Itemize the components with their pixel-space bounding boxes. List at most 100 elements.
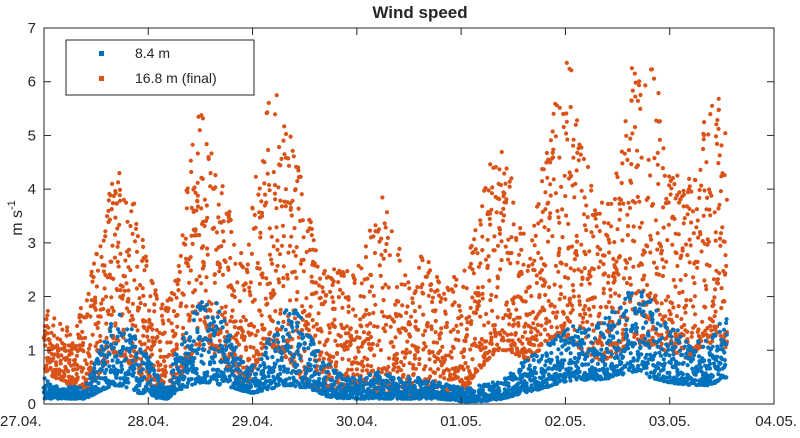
data-point [689,334,694,339]
data-point [567,319,573,324]
data-point [529,294,534,299]
data-point [442,376,447,381]
data-point [109,333,114,338]
data-point [135,328,140,333]
data-point [368,372,373,377]
data-point [688,298,693,303]
data-point [670,320,675,325]
data-point [267,188,272,193]
data-point [520,341,525,346]
data-point [138,301,143,306]
data-point [415,349,420,354]
data-point [571,143,576,148]
data-point [713,238,718,243]
data-point [413,366,418,371]
data-point [194,311,199,316]
data-point [301,257,306,262]
data-point [585,319,590,324]
data-point [369,364,374,369]
data-point [204,203,209,208]
data-point [671,305,676,310]
data-point [532,268,537,273]
data-point [181,335,186,340]
data-point [363,255,369,260]
data-point [649,67,655,72]
data-point [655,247,660,252]
data-point [358,294,363,299]
data-point [716,107,721,113]
series-1-points [41,290,729,404]
data-point [429,327,434,332]
data-point [581,156,587,162]
data-point [591,234,596,239]
data-point [201,348,206,353]
data-point [517,353,522,358]
data-point [228,378,233,383]
data-point [256,357,261,362]
data-point [499,210,504,216]
data-point [136,363,141,368]
data-point [542,308,547,313]
data-point [471,250,476,255]
data-point [378,348,383,353]
data-point [256,367,261,372]
data-point [299,328,305,333]
data-point [280,324,285,329]
data-point [116,240,121,245]
data-point [601,286,606,291]
data-point [573,181,578,186]
data-point [547,285,552,290]
data-point [701,137,706,142]
data-point [570,307,575,312]
data-point [567,170,572,175]
data-point [523,321,528,326]
data-point [490,308,495,313]
data-point [96,381,101,386]
data-point [562,295,567,300]
data-point [290,325,295,330]
data-point [130,358,135,363]
data-point [604,305,609,310]
data-point [530,309,536,315]
data-point [221,351,226,356]
data-point [519,247,524,252]
data-point [124,338,129,343]
data-point [428,367,433,372]
data-point [372,324,377,329]
data-point [274,225,279,230]
data-point [698,167,703,172]
data-point [176,288,181,293]
data-point [666,200,671,205]
data-point [287,345,292,350]
data-point [291,154,296,159]
data-point [397,258,402,263]
data-point [335,343,340,348]
data-point [272,191,277,196]
data-point [203,218,209,224]
data-point [612,275,617,280]
data-point [309,274,314,279]
data-point [454,323,459,328]
data-point [116,180,121,185]
data-point [632,334,637,339]
data-point [333,368,338,373]
data-point [486,188,491,193]
chart-title: Wind speed [372,3,467,22]
data-point [498,267,503,272]
data-point [436,390,441,395]
data-point [423,364,428,369]
data-point [553,263,559,268]
data-point [534,337,539,342]
data-point [410,300,415,305]
data-point [492,248,497,253]
data-point [703,283,709,288]
data-point [102,263,107,268]
data-point [197,343,202,348]
data-point [197,233,202,238]
data-point [108,329,113,334]
data-point [594,224,599,229]
data-point [402,282,407,287]
data-point [117,171,122,176]
data-point [371,234,376,239]
data-point [587,269,592,274]
